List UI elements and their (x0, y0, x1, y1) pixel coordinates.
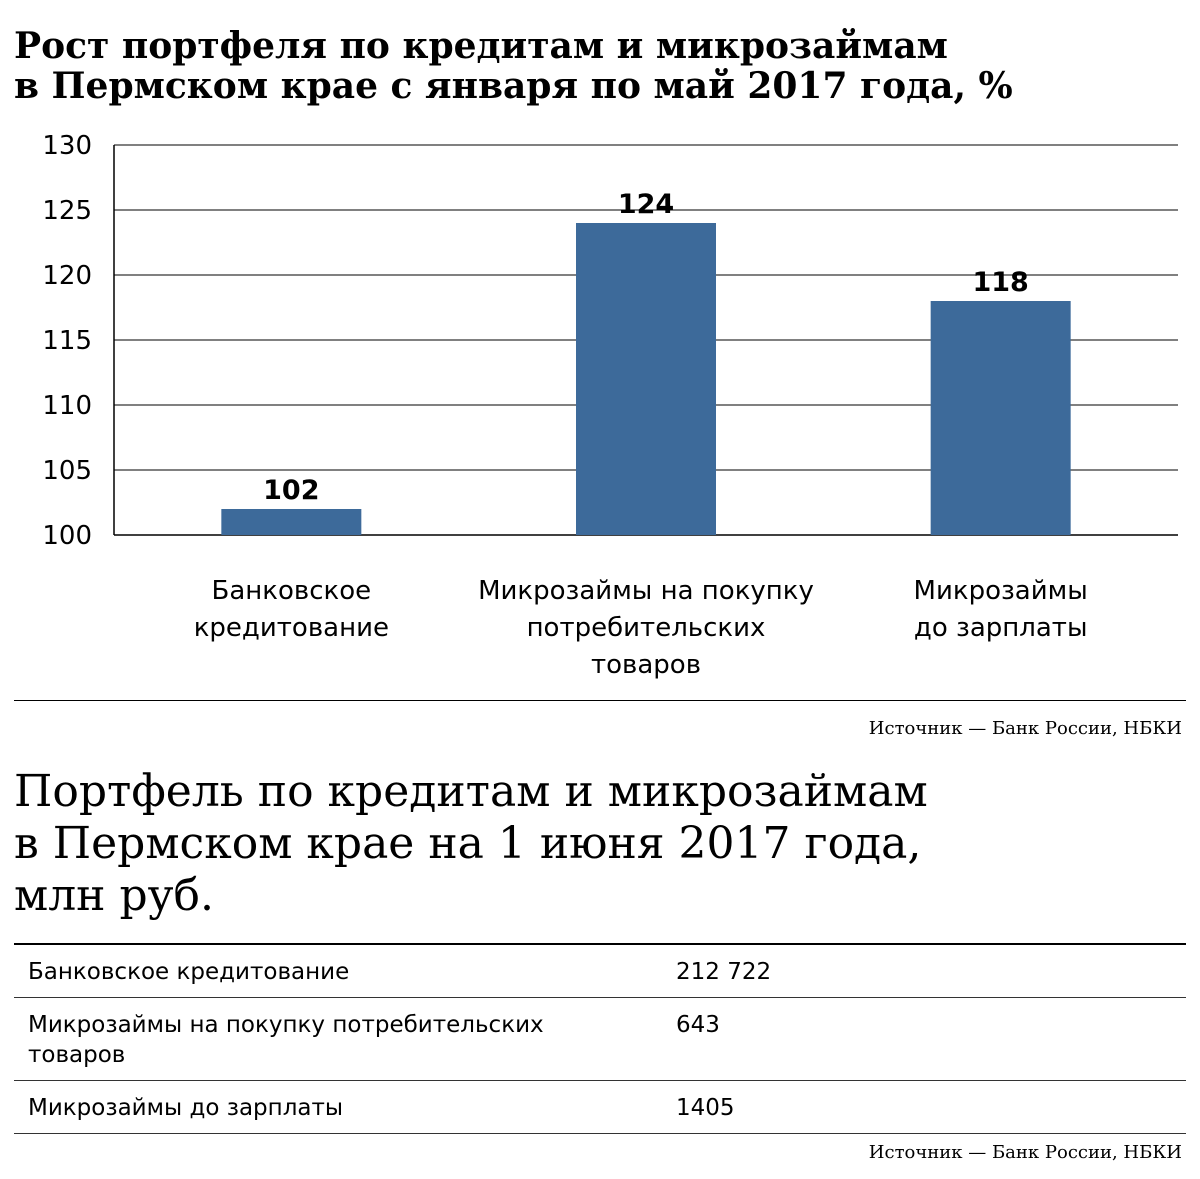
chart-title: Рост портфеля по кредитам и микрозаймам … (14, 25, 1013, 107)
row-label: Микрозаймы на покупку потребительских то… (14, 997, 662, 1081)
y-tick-label: 100 (42, 521, 92, 551)
row-label: Микрозаймы до зарплаты (14, 1080, 662, 1134)
row-value: 1405 (662, 1080, 1186, 1134)
table-row: Микрозаймы до зарплаты 1405 (14, 1080, 1186, 1134)
row-value: 643 (662, 997, 1186, 1081)
data-label: 102 (263, 475, 319, 506)
chart-source: Источник — Банк России, НБКИ (868, 718, 1182, 739)
bar-chart: 100 105 110 115 120 125 130 102 Банковское кредит… (42, 131, 1178, 680)
y-tick-label: 110 (42, 391, 92, 421)
bar (930, 301, 1071, 535)
y-tick-label: 120 (42, 261, 92, 291)
y-tick-label: 115 (42, 326, 92, 356)
x-tick-label: Микрозаймы до зарплаты (914, 576, 1088, 643)
x-tick-label: Банковское кредитование (194, 576, 389, 643)
bar (221, 509, 362, 535)
table-row: Банковское кредитование 212 722 (14, 945, 1186, 998)
data-label: 124 (618, 189, 674, 220)
data-label: 118 (972, 267, 1028, 298)
y-tick-label: 105 (42, 456, 92, 486)
table-row: Микрозаймы на покупку потребительских то… (14, 997, 1186, 1081)
table-title: Портфель по кредитам и микрозаймам в Пер… (14, 766, 928, 921)
row-value: 212 722 (662, 945, 1186, 998)
bar (576, 223, 716, 535)
x-tick-label: Микрозаймы на покупку потребительских това… (478, 576, 814, 680)
chart-bottom-rule (14, 700, 1186, 701)
row-label: Банковское кредитование (14, 945, 662, 998)
y-tick-label: 125 (42, 196, 92, 226)
table-top-rule (14, 943, 1186, 945)
table-source: Источник — Банк России, НБКИ (868, 1142, 1182, 1163)
y-tick-label: 130 (42, 131, 92, 161)
portfolio-table: Банковское кредитование 212 722 Микрозай… (14, 945, 1186, 1134)
